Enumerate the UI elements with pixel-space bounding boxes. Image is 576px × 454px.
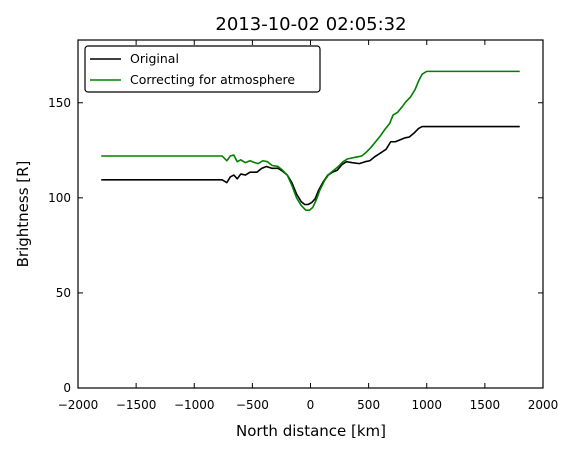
y-tick-label: 50	[56, 286, 71, 300]
x-tick-label: 1000	[411, 398, 442, 412]
legend-label: Original	[130, 51, 179, 66]
x-tick-label: −500	[236, 398, 269, 412]
x-tick-label: 1500	[470, 398, 501, 412]
plot-frame	[77, 39, 544, 389]
x-tick-label: −1000	[174, 398, 215, 412]
plot-area: −2000 −1500 −1000 −500 0 500 1000 1500 2000 0 50 10…	[48, 39, 559, 412]
chart-title: 2013-10-02 02:05:32	[215, 14, 406, 35]
x-tick-label: −2000	[58, 398, 99, 412]
x-axis-label: North distance [km]	[236, 422, 386, 440]
legend-box	[84, 45, 321, 93]
x-tick-label: 500	[357, 398, 380, 412]
series-line-corrected	[101, 70, 520, 211]
legend: Original Correcting for atmosphere	[84, 45, 321, 93]
series-line-original	[101, 125, 520, 206]
y-tick-label: 0	[63, 381, 71, 395]
x-tick-label: 2000	[528, 398, 559, 412]
legend-label: Correcting for atmosphere	[130, 72, 295, 87]
y-axis-label: Brightness [R]	[14, 161, 32, 268]
x-tick-label: 0	[307, 398, 315, 412]
y-tick-label: 150	[48, 96, 71, 110]
y-tick-label: 100	[48, 191, 71, 205]
x-tick-label: −1500	[116, 398, 157, 412]
